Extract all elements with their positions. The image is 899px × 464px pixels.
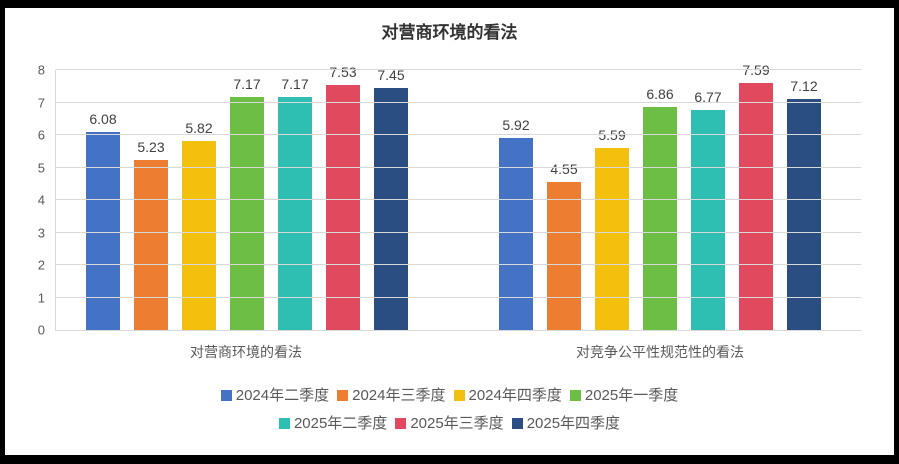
bar-value-label: 5.82: [185, 119, 213, 136]
bar-value-label: 7.17: [233, 75, 261, 92]
legend-item: 2025年三季度: [395, 414, 504, 432]
bar-value-label: 5.92: [502, 116, 530, 133]
bar: [134, 160, 168, 330]
legend: 2024年二季度 2024年三季度 2024年四季度 2025年一季度 2025年二季度…: [5, 382, 894, 438]
y-axis-tick-label: 7: [37, 95, 45, 110]
legend-swatch-icon: [453, 389, 465, 401]
plot-area: 6.08 5.23 5.82 7.17 7.17 7.53 7.45 5.92 4.55 5.59…: [55, 63, 861, 331]
bar: [547, 182, 581, 330]
bar-wrap: 6.77: [691, 70, 725, 330]
legend-label: 2024年三季度: [352, 386, 446, 404]
bar: [691, 109, 725, 330]
bar: [326, 85, 360, 330]
bar: [230, 96, 264, 330]
legend-label: 2025年一季度: [584, 386, 679, 404]
bar-wrap: 4.55: [547, 70, 581, 330]
legend-swatch-icon: [569, 389, 581, 401]
gridline: [56, 134, 861, 135]
gridline: [56, 166, 861, 168]
gridline: [56, 101, 861, 103]
legend-row: 2025年二季度 2025年三季度 2025年四季度: [5, 410, 894, 436]
bar: [182, 140, 216, 330]
legend-item: 2025年四季度: [511, 414, 621, 432]
bar: [278, 96, 312, 330]
bar: [374, 87, 408, 330]
y-axis-tick-label: 8: [37, 62, 45, 78]
x-axis-category-label: 对竞争公平性规范性的看法: [576, 344, 744, 360]
bar-wrap: 5.92: [499, 70, 533, 330]
bar-value-label: 5.23: [137, 139, 165, 156]
gridline: [56, 231, 861, 233]
y-axis-tick-label: 0: [37, 322, 45, 338]
legend-row: 2024年二季度 2024年三季度 2024年四季度 2025年一季度: [5, 382, 894, 408]
bar-group: 5.92 4.55 5.59 6.86 6.77 7.59 7.12: [499, 63, 821, 330]
bar: [595, 148, 629, 330]
gridline: [56, 296, 861, 298]
bar-group: 6.08 5.23 5.82 7.17 7.17 7.53 7.45: [86, 65, 408, 330]
bar-value-label: 6.08: [89, 111, 117, 128]
x-axis-category-label: 对营商环境的看法: [190, 344, 302, 360]
bar-value-label: 6.86: [646, 86, 674, 103]
bar-wrap: 7.45: [374, 66, 408, 330]
bar-value-label: 4.55: [550, 161, 578, 178]
bar-wrap: 6.86: [643, 70, 677, 330]
bar-wrap: 7.59: [739, 63, 773, 330]
bar-wrap: 5.23: [134, 70, 168, 330]
bar-wrap: 7.12: [787, 70, 821, 330]
gridline: [56, 199, 861, 200]
bar: [643, 107, 677, 330]
legend-swatch-icon: [395, 417, 407, 429]
bar-value-label: 7.59: [742, 62, 770, 79]
legend-item: 2024年二季度: [220, 386, 330, 404]
legend-label: 2024年四季度: [468, 386, 562, 404]
y-axis-tick-label: 3: [37, 225, 45, 240]
legend-swatch-icon: [220, 389, 232, 401]
legend-label: 2025年二季度: [293, 414, 388, 432]
legend-item: 2025年一季度: [569, 386, 679, 404]
legend-label: 2024年二季度: [235, 386, 330, 404]
legend-item: 2025年二季度: [278, 414, 388, 432]
bar-value-label: 5.59: [598, 127, 626, 144]
bar-wrap: 5.59: [595, 70, 629, 330]
bar: [739, 83, 773, 330]
bar-value-label: 6.77: [694, 88, 722, 105]
bar-groups-container: 6.08 5.23 5.82 7.17 7.17 7.53 7.45 5.92 4.55 5.59…: [56, 63, 861, 330]
y-axis: 0 1 2 3 4 5 6 7 8: [5, 64, 51, 337]
bar-wrap: 5.82: [182, 70, 216, 330]
bar-wrap: 7.17: [230, 70, 264, 330]
y-axis-tick-label: 5: [37, 160, 45, 175]
legend-item: 2024年三季度: [337, 386, 446, 404]
y-axis-tick-label: 4: [37, 192, 45, 208]
y-axis-tick-label: 6: [37, 127, 45, 143]
legend-swatch-icon: [511, 417, 523, 429]
bar-value-label: 7.17: [281, 75, 309, 92]
y-axis-tick-label: 2: [37, 257, 45, 273]
legend-swatch-icon: [278, 417, 290, 429]
chart-title: 对营商环境的看法: [381, 23, 518, 42]
gridline: [56, 264, 861, 265]
x-axis-category-labels: 对营商环境的看法 对竞争公平性规范性的看法: [55, 342, 861, 362]
bar-value-label: 7.53: [329, 64, 357, 81]
legend-item: 2024年四季度: [453, 386, 562, 404]
bar-wrap: 7.17: [278, 70, 312, 330]
y-axis-tick-label: 1: [37, 290, 45, 305]
bar: [787, 98, 821, 330]
bar: [499, 137, 533, 330]
bar-wrap: 6.08: [86, 70, 120, 330]
legend-swatch-icon: [337, 389, 349, 401]
gridline: [56, 69, 861, 70]
bar-wrap: 7.53: [326, 65, 360, 330]
legend-label: 2025年三季度: [410, 414, 504, 432]
bar-value-label: 7.45: [377, 66, 405, 83]
legend-label: 2025年四季度: [526, 414, 621, 432]
bar-value-label: 7.12: [790, 77, 818, 94]
